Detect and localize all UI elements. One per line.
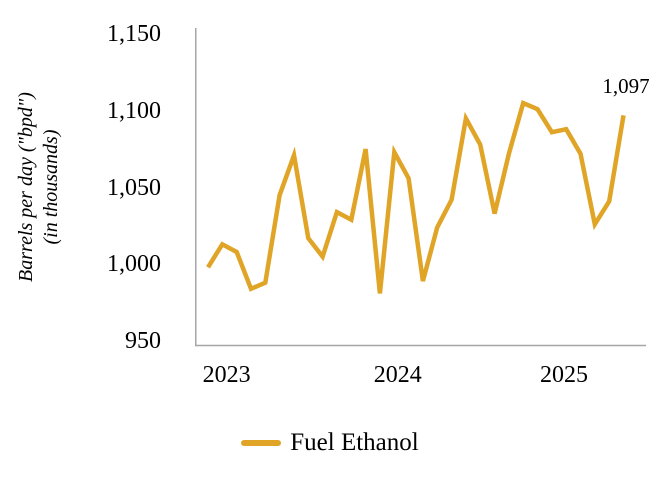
- fuel-ethanol-legend-label: Fuel Ethanol: [290, 429, 419, 456]
- x-axis-tick-label: 2025: [540, 362, 588, 388]
- x-axis-tick-label: 2024: [373, 362, 422, 388]
- y-axis-title-line2: (in thousands): [40, 129, 62, 245]
- y-axis-title-line1: Barrels per day ("bpd"): [15, 92, 37, 282]
- y-axis-tick-label: 1,000: [107, 251, 161, 278]
- y-axis-tick-label: 950: [125, 328, 161, 354]
- y-axis-tick-label: 1,100: [107, 97, 161, 124]
- fuel-ethanol-legend-swatch: [241, 440, 282, 446]
- last-point-data-label: 1,097: [602, 74, 650, 98]
- legend: Fuel Ethanol: [0, 430, 660, 456]
- fuel-ethanol-line: [206, 100, 626, 294]
- x-axis-tick-label: 2023: [202, 362, 251, 388]
- y-axis-tick-label: 1,050: [107, 174, 161, 201]
- y-axis-title: Barrels per day ("bpd") (in thousands): [14, 92, 64, 282]
- y-axis-tick-label: 1,150: [107, 21, 161, 47]
